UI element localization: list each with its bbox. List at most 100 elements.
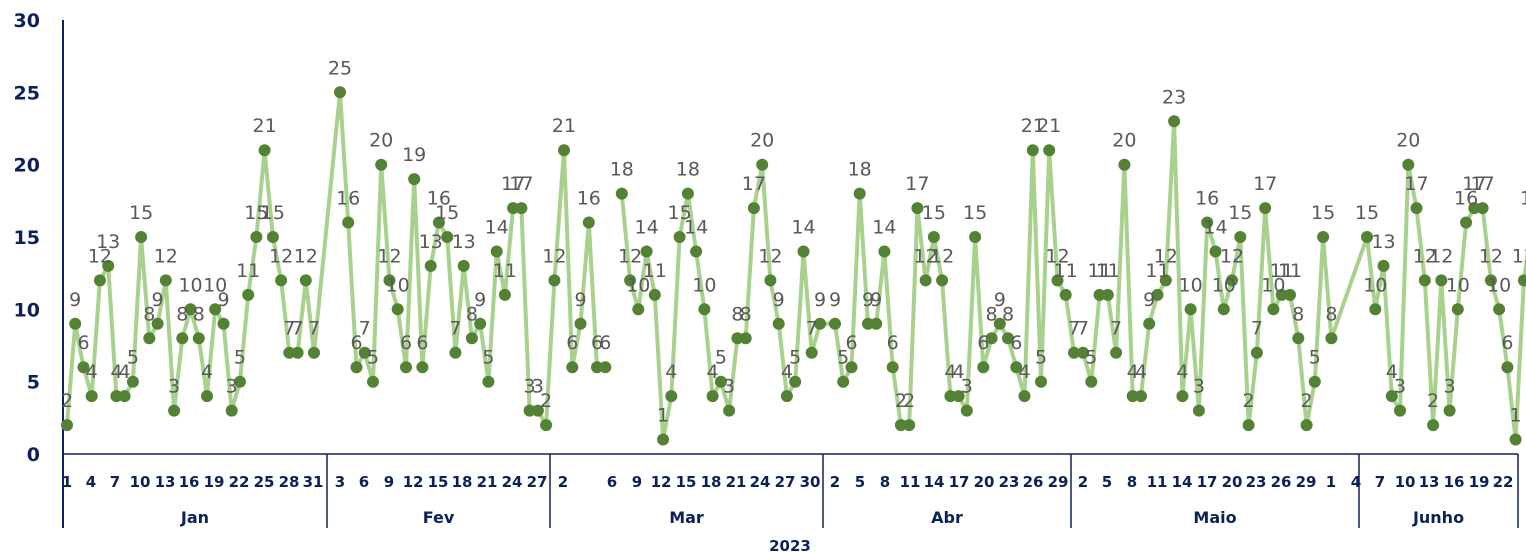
data-point [648,288,661,301]
data-label: 8 [176,303,188,325]
data-label: 8 [986,303,998,325]
data-label: 2 [903,390,915,412]
data-label: 9 [1143,289,1155,311]
data-label: 11 [1088,260,1112,282]
data-label: 17 [742,173,766,195]
data-point [756,158,769,171]
data-point [291,346,304,359]
data-point [1151,288,1164,301]
data-label: 25 [328,57,352,79]
data-label: 4 [1127,361,1139,383]
data-label: 12 [930,245,954,267]
data-label: 14 [791,217,815,239]
data-label: 8 [1292,303,1304,325]
data-markers [61,86,1526,446]
data-label: 2 [1301,390,1313,412]
data-label: 4 [1018,361,1030,383]
data-label: 6 [887,332,899,354]
data-point [1192,404,1205,417]
data-point [242,288,255,301]
data-point [574,317,587,330]
x-tick-label: 26 [1271,473,1292,491]
data-label: 7 [1077,318,1089,340]
data-label: 3 [524,376,536,398]
data-labels: 2964121344515891238108410935111521151277… [61,57,1526,426]
data-point [1435,274,1448,287]
data-label: 12 [1429,245,1453,267]
data-point [673,231,686,243]
data-label: 3 [1444,376,1456,398]
month-label: Maio [1193,508,1236,527]
x-tick-label: 29 [1296,473,1317,491]
data-label: 12 [269,245,293,267]
data-point [1051,274,1064,287]
data-point [449,346,462,359]
x-tick-label: 11 [900,473,921,491]
data-point [1402,158,1415,171]
data-label: 21 [1037,115,1061,137]
data-point [507,202,520,215]
data-label: 11 [1270,260,1294,282]
data-point [283,346,296,359]
data-point [1267,303,1280,316]
data-point [275,274,288,287]
data-label: 18 [848,159,872,181]
x-tick-label: 14 [1172,473,1193,491]
data-point [400,361,412,374]
data-label: 17 [501,173,525,195]
data-point [342,216,355,229]
data-label: 6 [416,332,428,354]
data-point [731,332,744,345]
x-tick-label: 30 [800,473,821,491]
data-point [698,303,711,316]
data-point [739,332,752,345]
x-tick-label: 7 [1375,473,1385,491]
data-point [225,404,238,417]
data-label: 4 [1176,361,1188,383]
data-label: 16 [1195,188,1219,210]
data-label: 5 [1035,347,1047,369]
data-label: 15 [922,202,946,224]
data-point [184,303,197,316]
month-label: Mar [669,508,704,527]
data-label: 5 [1309,347,1321,369]
data-point [977,361,990,374]
data-label: 8 [1002,303,1014,325]
x-axis-ticks: 1 4 7 10 13 16 19 22 25 28 31 3 6 9 12 15 18 21 24 27 2 6 9 12 1… [62,473,1514,491]
data-label: 2 [1243,390,1255,412]
data-label: 17 [1471,173,1495,195]
data-point [299,274,312,287]
x-tick-label: 15 [676,473,697,491]
data-point [548,274,561,287]
data-label: 17 [1462,173,1486,195]
data-point [375,158,388,171]
x-tick-label: 26 [1023,473,1044,491]
data-point [1509,433,1522,446]
data-label: 6 [599,332,611,354]
data-point [862,317,874,330]
data-point [192,332,205,345]
data-label: 9 [152,289,164,311]
data-point [985,332,998,345]
y-tick-label: 30 [14,10,40,32]
data-point [308,346,320,359]
data-label: 13 [1371,231,1395,253]
data-point [250,231,263,243]
data-point [540,419,553,432]
data-label: 5 [715,347,727,369]
data-label: 1 [657,405,669,427]
x-tick-label: 19 [204,473,225,491]
data-label: 10 [386,274,410,296]
data-label: 12 [1479,245,1503,267]
data-label: 15 [435,202,459,224]
data-point [797,245,810,258]
data-label: 18 [676,159,700,181]
data-label: 7 [1251,318,1263,340]
data-label: 4 [1135,361,1147,383]
x-tick-label: 14 [924,473,945,491]
data-label: 4 [665,361,677,383]
data-point [1377,259,1390,272]
data-point [1250,346,1263,359]
data-point [1226,274,1238,287]
data-label: 5 [127,347,139,369]
